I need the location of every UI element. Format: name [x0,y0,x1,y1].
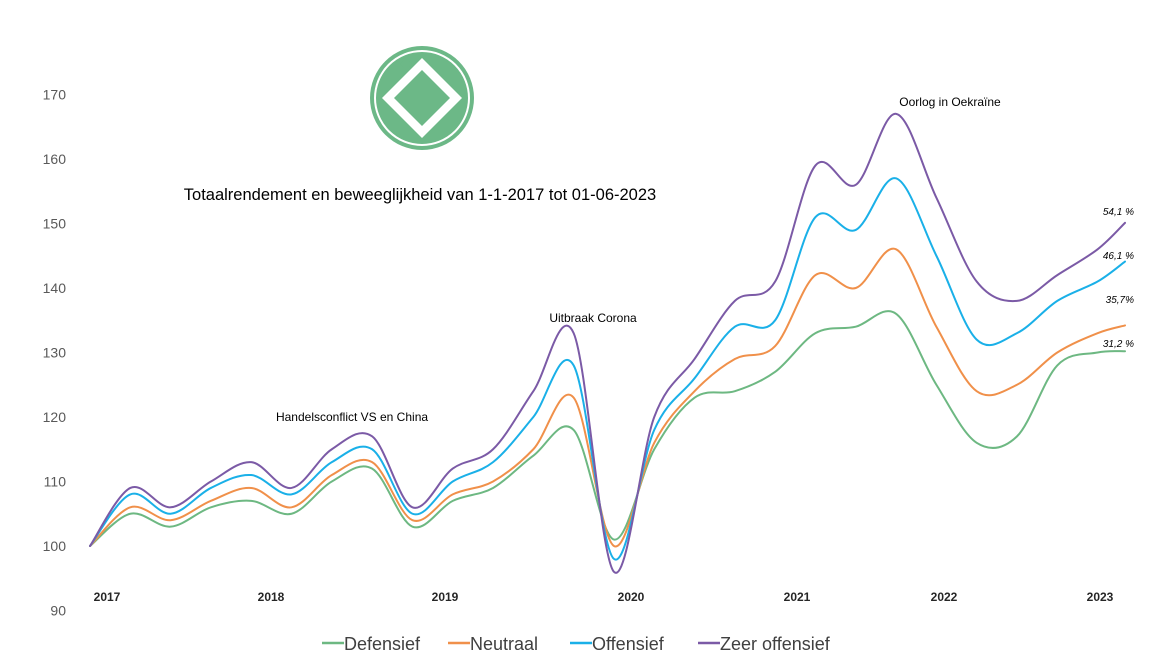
chart-title: Totaalrendement en beweeglijkheid van 1-… [184,186,656,204]
annotation-label: Oorlog in Oekraïne [899,95,1001,109]
y-tick-label: 130 [43,345,67,361]
y-tick-label: 110 [44,474,67,490]
y-tick-label: 170 [43,87,67,103]
diamond-logo-icon [370,46,474,150]
legend: Defensief Neutraal Offensief Zeer offensief [322,634,831,654]
annotation-label: Handelsconflict VS en China [276,410,428,424]
series-line-offensief [89,177,1126,561]
end-labels: 54,1 % 46,1 % 35,7% 31,2 % [1103,207,1134,350]
series-line-neutraal [89,247,1126,548]
legend-label: Zeer offensief [720,634,831,654]
legend-label: Neutraal [470,634,538,654]
annotations: Handelsconflict VS en China Uitbraak Coro… [276,95,1001,424]
y-axis: 90 100 110 120 130 140 150 160 170 [43,87,67,619]
end-value-label: 31,2 % [1103,339,1134,350]
x-tick-label: 2023 [1087,590,1114,604]
series-line-zeer-offensief [89,112,1126,574]
legend-item: Offensief [570,634,665,654]
y-tick-label: 160 [43,151,67,167]
x-tick-label: 2022 [931,590,958,604]
y-tick-label: 140 [43,280,67,296]
legend-item: Neutraal [448,634,538,654]
y-tick-label: 100 [43,538,67,554]
series-lines [89,112,1126,574]
legend-item: Zeer offensief [698,634,831,654]
end-value-label: 54,1 % [1103,207,1134,218]
legend-label: Defensief [344,634,421,654]
y-tick-label: 90 [50,603,66,619]
end-value-label: 35,7% [1106,295,1134,306]
annotation-label: Uitbraak Corona [549,311,637,325]
x-tick-label: 2017 [94,590,121,604]
legend-label: Offensief [592,634,665,654]
x-tick-label: 2021 [784,590,811,604]
legend-item: Defensief [322,634,421,654]
x-axis: 2017 2018 2019 2020 2021 2022 2023 [94,590,1114,604]
end-value-label: 46,1 % [1103,251,1134,262]
series-line-defensief [89,310,1126,547]
y-tick-label: 120 [43,409,67,425]
y-tick-label: 150 [43,216,67,232]
x-tick-label: 2019 [432,590,459,604]
x-tick-label: 2018 [258,590,285,604]
x-tick-label: 2020 [618,590,645,604]
